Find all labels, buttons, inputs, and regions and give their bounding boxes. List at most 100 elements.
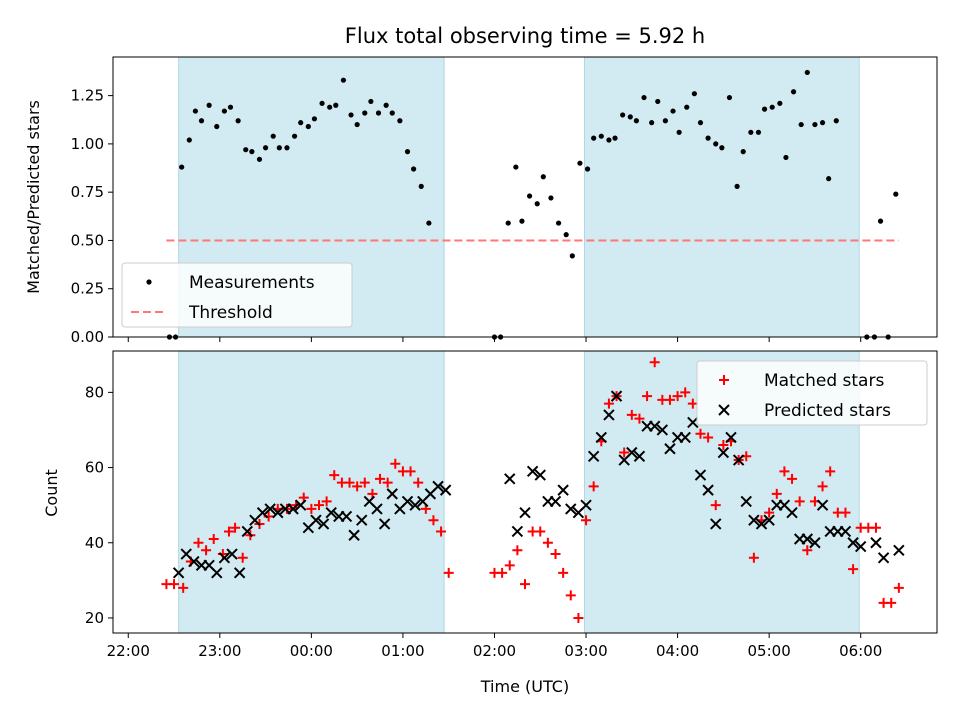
matched-star-point [428, 515, 439, 526]
matched-star-point [375, 473, 386, 484]
bottom-x-tick-label: 03:00 [564, 642, 607, 660]
measurement-point [684, 104, 690, 110]
measurement-point [761, 106, 768, 112]
predicted-star-point [386, 488, 398, 500]
matched-star-point [893, 582, 904, 593]
matched-star-point [390, 458, 401, 469]
measurement-point [719, 145, 725, 151]
matched-star-point [558, 567, 569, 578]
predicted-star-point [287, 503, 299, 515]
predicted-star-point [870, 537, 882, 549]
top-shaded-regions [178, 56, 860, 338]
matched-star-point [512, 545, 523, 556]
measurement-point [584, 166, 591, 172]
matched-star-point [208, 534, 219, 544]
bottom-y-tick-label: 80 [85, 383, 104, 401]
matched-star-point [695, 428, 706, 439]
predicted-star-point [378, 518, 391, 530]
measurement-point [221, 108, 227, 114]
predicted-star-point [816, 499, 829, 511]
measurement-point [276, 145, 282, 151]
matched-star-point [840, 507, 851, 518]
measurement-point [755, 129, 762, 135]
predicted-star-point [188, 555, 200, 568]
matched-star-point [817, 481, 828, 492]
matched-star-point [178, 582, 189, 593]
bottom-x-tick-label: 22:00 [107, 642, 150, 660]
predicted-star-point [648, 420, 661, 432]
matched-star-point [550, 549, 561, 560]
measurement-point [627, 114, 633, 120]
measurement-point [819, 120, 826, 126]
bottom-legend-box [696, 360, 928, 426]
predicted-star-point [839, 525, 852, 538]
predicted-star-point [710, 518, 722, 530]
measurement-point [649, 120, 655, 126]
measurement-point [270, 133, 276, 139]
matched-star-point [520, 579, 530, 590]
measurement-point [641, 94, 647, 101]
predicted-star-point [786, 506, 798, 519]
measurement-point [670, 108, 676, 114]
predicted-star-point [717, 446, 730, 459]
predicted-star-point [664, 443, 676, 455]
predicted-star-point [534, 469, 546, 481]
predicted-star-point [702, 484, 714, 496]
matched-star-point [718, 440, 729, 450]
bottom-y-tick-label: 40 [85, 534, 104, 552]
matched-star-point [802, 545, 813, 556]
measurement-point [426, 220, 432, 226]
matched-star-point [405, 466, 416, 477]
predicted-star-point [809, 537, 821, 549]
measurement-point [777, 100, 783, 106]
bottom-x-tick-label: 00:00 [290, 642, 333, 660]
measurement-point [513, 164, 519, 170]
measurement-point [540, 174, 546, 180]
matched-star-point [565, 590, 576, 601]
matched-star-point [573, 612, 584, 623]
matched-star-point [634, 413, 645, 424]
measurement-point [198, 118, 205, 124]
measurement-point [327, 104, 333, 110]
measurement-point [655, 98, 661, 105]
matched-star-point [344, 477, 355, 488]
measurement-point [262, 145, 269, 151]
top-axes-frame [112, 56, 938, 338]
bottom-legend: Matched stars Predicted stars [696, 360, 928, 426]
predicted-star-point [580, 499, 592, 511]
predicted-star-point [610, 390, 623, 402]
matched-star-point [504, 560, 515, 571]
measurement-point [691, 91, 697, 97]
predicted-star-point [557, 484, 569, 496]
top-y-tick-label: 0.75 [71, 183, 104, 201]
matched-star-point [352, 481, 363, 492]
predicted-star-point [626, 446, 638, 459]
matched-star-point [382, 477, 393, 488]
measurement-point [348, 112, 354, 118]
measurement-point [298, 120, 304, 126]
predicted-star-point [748, 514, 760, 526]
matched-star-point [603, 398, 614, 409]
measurement-point [305, 123, 311, 130]
matched-star-point [748, 552, 759, 563]
matched-star-point [779, 466, 790, 477]
measurement-point [526, 193, 533, 199]
measurement-point [598, 133, 604, 139]
legend-plus-key [719, 375, 729, 385]
bottom-axis-ticks: 22:00 23:00 00:00 01:00 02:00 03:00 04:00 05:00… [85, 383, 882, 660]
matched-star-point [281, 503, 292, 514]
matched-star-point [794, 496, 805, 507]
predicted-star-point [504, 473, 516, 485]
matched-star-point [230, 522, 241, 533]
measurement-point [235, 118, 241, 124]
bottom-x-tick-label: 06:00 [839, 642, 882, 660]
matched-star-point [672, 391, 683, 402]
matched-star-point [771, 488, 782, 499]
measurement-point [790, 89, 797, 95]
measurement-point [284, 145, 290, 151]
predicted-star-point [854, 540, 867, 553]
predicted-star-point [233, 567, 246, 579]
top-data-marks [166, 69, 899, 340]
predicted-star-point [340, 510, 353, 523]
